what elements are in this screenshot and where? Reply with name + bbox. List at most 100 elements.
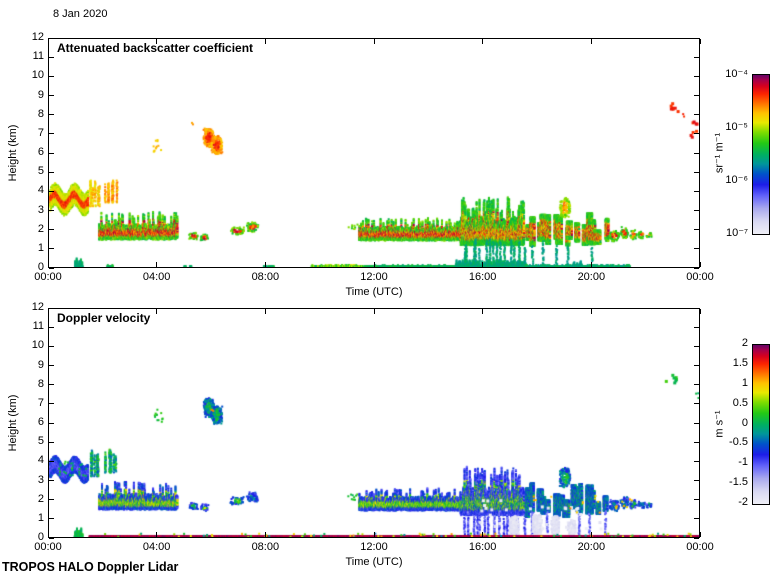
y-tick-label: 12 xyxy=(31,31,44,43)
x-tick xyxy=(482,309,484,314)
x-tick-label: 12:00 xyxy=(360,271,388,283)
y-tick xyxy=(49,345,54,347)
y-tick xyxy=(694,56,699,58)
y-tick xyxy=(49,56,54,58)
colorbar-tick-label: -2 xyxy=(738,496,748,508)
x-tick xyxy=(47,262,49,267)
x-tick xyxy=(699,39,701,44)
y-tick xyxy=(694,190,699,192)
x-tick-label: 16:00 xyxy=(468,271,497,283)
x-tick xyxy=(699,262,701,267)
x-tick xyxy=(482,262,484,267)
y-tick xyxy=(49,422,54,424)
y-tick xyxy=(49,37,54,39)
y-tick xyxy=(49,152,54,154)
y-tick xyxy=(694,152,699,154)
y-tick-label: 3 xyxy=(37,473,44,486)
x-tick xyxy=(373,262,375,267)
backscatter-plot-box xyxy=(48,38,700,268)
y-tick xyxy=(694,75,699,77)
colorbar-tick-label: -1.5 xyxy=(729,476,748,489)
y-tick xyxy=(49,133,54,135)
y-tick xyxy=(49,95,54,96)
x-tick xyxy=(264,262,266,267)
x-tick xyxy=(373,532,375,537)
y-tick-label: 9 xyxy=(37,88,44,101)
velocity-colorbar xyxy=(752,344,770,505)
x-tick-label: 00:00 xyxy=(686,271,714,283)
x-tick-label: 16:00 xyxy=(468,541,497,553)
y-tick xyxy=(49,403,54,405)
y-tick xyxy=(49,460,54,462)
x-tick-label: 04:00 xyxy=(142,271,171,283)
colorbar-tick-label: -1 xyxy=(738,456,748,469)
y-tick xyxy=(694,267,699,269)
y-tick xyxy=(49,480,54,481)
x-tick-label: 20:00 xyxy=(577,271,606,283)
y-tick-label: 1 xyxy=(37,511,44,524)
x-tick xyxy=(590,262,592,267)
y-tick-label: 11 xyxy=(32,50,44,63)
velocity-x-axis-label: Time (UTC) xyxy=(345,556,403,568)
y-tick-label: 7 xyxy=(37,126,44,139)
y-tick-label: 6 xyxy=(37,416,44,428)
x-tick xyxy=(156,532,158,537)
y-tick xyxy=(694,441,699,443)
x-tick xyxy=(699,532,701,537)
y-tick xyxy=(49,307,54,309)
y-tick-label: 10 xyxy=(31,69,44,82)
y-tick-label: 4 xyxy=(37,184,44,197)
y-tick-label: 7 xyxy=(37,396,44,409)
x-tick-label: 20:00 xyxy=(577,541,606,553)
x-tick-label: 08:00 xyxy=(251,541,280,553)
x-tick xyxy=(156,262,158,267)
instrument-label: TROPOS HALO Doppler Lidar xyxy=(2,560,179,574)
y-tick xyxy=(694,365,699,366)
y-tick xyxy=(49,114,54,116)
x-tick xyxy=(47,309,49,314)
backscatter-x-axis-label: Time (UTC) xyxy=(345,286,403,298)
y-tick xyxy=(694,210,699,211)
backscatter-heatmap-canvas xyxy=(49,39,699,267)
y-tick-label: 0 xyxy=(37,261,44,273)
y-tick xyxy=(694,384,699,386)
x-tick-label: 00:00 xyxy=(34,271,62,283)
y-tick-label: 5 xyxy=(37,165,44,178)
y-tick-label: 5 xyxy=(37,435,44,448)
y-tick xyxy=(694,345,699,347)
x-tick xyxy=(590,309,592,314)
colorbar-tick-label: 2 xyxy=(741,337,748,349)
y-tick xyxy=(49,365,54,366)
y-tick xyxy=(694,171,699,173)
backscatter-colorbar xyxy=(752,74,770,235)
velocity-heatmap-canvas xyxy=(49,309,699,537)
y-tick-label: 2 xyxy=(37,492,44,505)
date-label: 8 Jan 2020 xyxy=(53,8,108,20)
y-tick-label: 6 xyxy=(37,146,44,158)
y-tick-label: 1 xyxy=(37,241,44,254)
x-tick xyxy=(264,39,266,44)
y-tick-label: 12 xyxy=(31,301,44,313)
x-tick xyxy=(264,309,266,314)
y-tick xyxy=(49,75,54,77)
colorbar-tick-label: -0.5 xyxy=(729,436,748,449)
y-tick xyxy=(694,133,699,135)
y-tick xyxy=(694,480,699,481)
colorbar-tick-label: 1 xyxy=(741,376,748,389)
y-tick-label: 10 xyxy=(31,339,44,352)
x-tick xyxy=(156,309,158,314)
x-tick xyxy=(482,39,484,44)
y-tick xyxy=(694,229,699,231)
y-tick-label: 8 xyxy=(37,377,44,390)
y-tick xyxy=(694,326,699,328)
y-tick xyxy=(49,190,54,192)
y-tick xyxy=(694,307,699,309)
colorbar-tick-label: 1.5 xyxy=(732,356,748,369)
y-tick-label: 3 xyxy=(37,203,44,216)
y-tick xyxy=(49,267,54,269)
colorbar-tick-label: 10⁻⁶ xyxy=(725,174,748,186)
x-tick xyxy=(590,39,592,44)
x-tick xyxy=(373,309,375,314)
colorbar-tick-label: 10⁻⁴ xyxy=(725,68,748,80)
